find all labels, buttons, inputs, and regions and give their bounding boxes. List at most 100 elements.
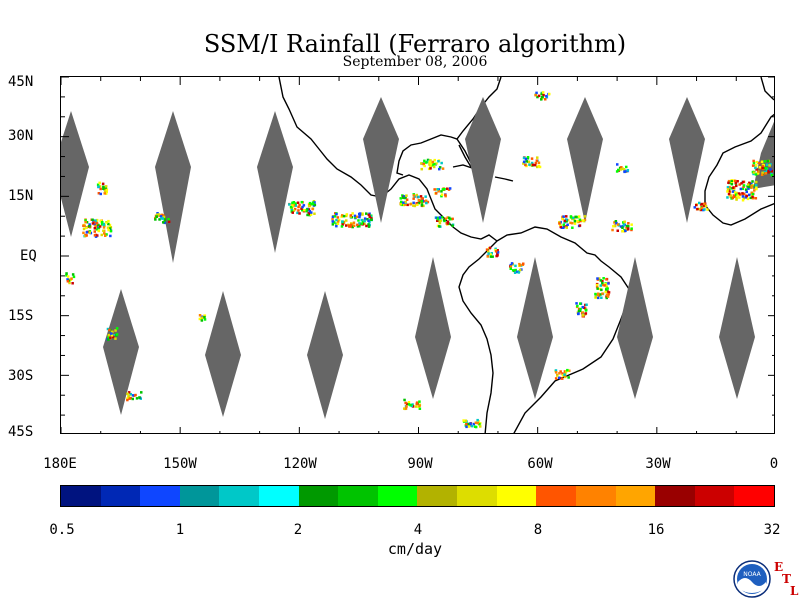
rain-cell	[509, 267, 512, 270]
rain-cell	[198, 317, 202, 321]
rain-cell	[736, 194, 739, 197]
rain-cell	[573, 222, 577, 225]
rain-cell	[599, 284, 602, 287]
colorbar-tick-label: 8	[533, 522, 543, 538]
rain-cell	[451, 224, 454, 227]
rain-cell	[749, 196, 752, 200]
rain-cell	[624, 229, 627, 233]
rain-cell	[438, 216, 442, 219]
rain-cell	[367, 213, 371, 217]
rain-cell	[564, 375, 567, 379]
lat-label: 45S	[8, 424, 34, 440]
rain-cell	[66, 278, 69, 281]
rain-cell	[107, 333, 111, 337]
rain-cell	[93, 223, 96, 226]
rain-cell	[574, 215, 577, 219]
map-date: September 08, 2006	[342, 54, 488, 70]
rain-cell	[583, 215, 587, 218]
rain-cell	[85, 234, 88, 237]
rain-cell	[761, 165, 765, 168]
rain-cell	[105, 233, 108, 236]
rain-cell	[533, 163, 537, 167]
rain-cell	[752, 172, 755, 176]
swath-gap	[155, 111, 191, 263]
rain-cell	[203, 315, 206, 319]
rain-cell	[605, 289, 608, 292]
rain-cell	[440, 194, 443, 198]
rain-cell	[747, 187, 750, 190]
rain-cell	[496, 249, 499, 252]
rain-cell	[605, 293, 609, 297]
rain-cell	[511, 269, 515, 272]
rain-cell	[102, 187, 105, 190]
rain-cell	[313, 212, 316, 215]
colorbar-segment	[417, 486, 458, 506]
rain-cell	[97, 185, 100, 188]
rain-cell	[402, 195, 406, 198]
rain-cell	[559, 377, 562, 380]
rain-cell	[750, 182, 753, 186]
rain-cell	[342, 214, 346, 218]
rain-cell	[486, 255, 489, 258]
rain-cell	[770, 174, 774, 177]
rain-cell	[758, 161, 761, 165]
rain-cell	[410, 404, 413, 408]
rain-cell	[735, 184, 738, 188]
rain-cell	[108, 223, 112, 227]
rain-cell	[554, 377, 558, 380]
rain-cell	[65, 272, 68, 275]
rain-cell	[309, 213, 313, 216]
rain-cell	[564, 218, 568, 221]
rain-cell	[300, 207, 303, 210]
rain-cell	[496, 251, 500, 254]
rain-cell	[757, 170, 760, 173]
rain-cell	[425, 201, 428, 205]
rain-cell	[310, 211, 313, 214]
rain-cell	[420, 200, 423, 203]
rain-cell	[341, 223, 344, 226]
rain-cell	[300, 200, 304, 204]
rain-cell	[66, 280, 70, 283]
rain-cell	[748, 181, 751, 185]
rain-cell	[110, 332, 113, 335]
rain-cell	[332, 221, 336, 224]
etl-letter: T	[782, 572, 791, 586]
rain-cell	[306, 213, 309, 217]
rain-cell	[522, 262, 525, 265]
rain-cell	[350, 222, 353, 225]
rain-cell	[753, 189, 756, 192]
rain-cell	[421, 197, 424, 200]
rain-cell	[727, 192, 731, 196]
colorbar-segment	[496, 486, 537, 506]
rain-cell	[95, 219, 99, 222]
rain-cell	[745, 190, 748, 194]
rain-cell	[752, 159, 755, 163]
south-america-west-coast	[458, 240, 498, 433]
rain-cell	[294, 204, 297, 207]
rain-cell	[490, 252, 493, 255]
rain-cell	[352, 224, 356, 227]
rain-cell	[524, 163, 527, 167]
rain-cell	[558, 222, 561, 225]
rain-cell	[335, 218, 338, 222]
rain-cell	[770, 169, 773, 173]
swath-gap	[61, 111, 89, 237]
lat-label: 45N	[8, 74, 34, 90]
rain-cell	[600, 296, 603, 299]
rain-cell	[596, 277, 599, 280]
rain-cell	[438, 217, 442, 221]
rain-cell	[727, 181, 730, 184]
rain-cell	[154, 216, 157, 220]
rain-cell	[105, 190, 108, 194]
rain-cell	[95, 222, 99, 225]
rain-cell	[565, 224, 568, 228]
rain-cell	[415, 193, 418, 197]
rain-cell	[307, 208, 311, 211]
rain-cell	[522, 160, 526, 164]
rain-cell	[729, 194, 733, 197]
rain-cell	[93, 227, 97, 230]
rain-cell	[440, 190, 443, 193]
rain-cell	[620, 166, 623, 169]
rain-cell	[556, 374, 559, 377]
rain-cell	[579, 219, 582, 223]
